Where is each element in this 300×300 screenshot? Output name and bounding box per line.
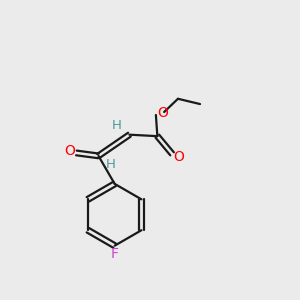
Text: H: H	[112, 119, 122, 132]
Text: O: O	[64, 144, 75, 158]
Text: H: H	[106, 158, 116, 171]
Text: O: O	[173, 150, 184, 164]
Text: O: O	[157, 106, 168, 121]
Text: F: F	[111, 247, 119, 261]
